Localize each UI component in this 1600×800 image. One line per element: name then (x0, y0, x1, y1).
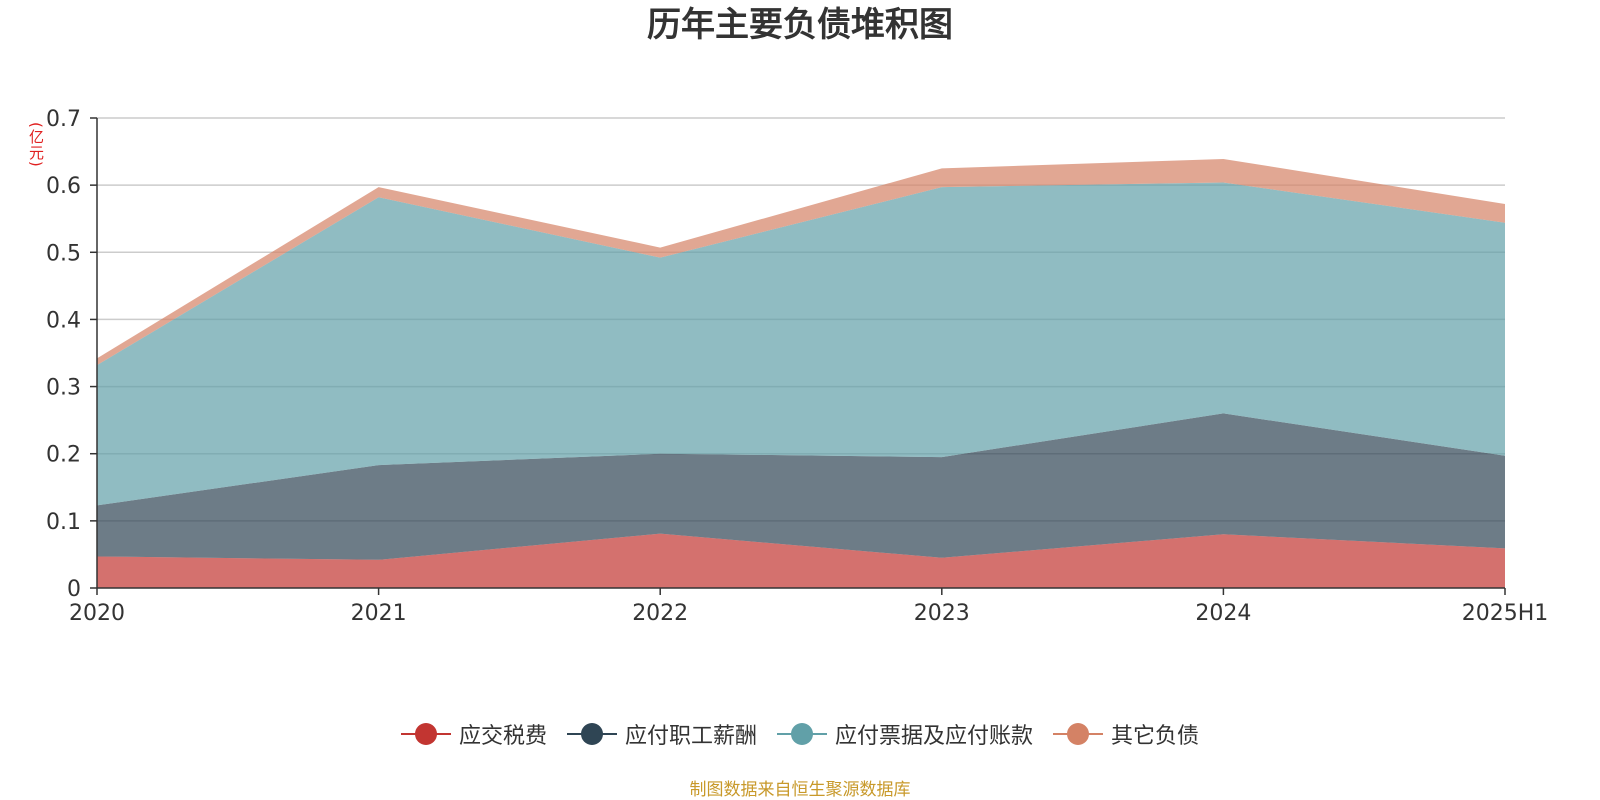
x-tick-label: 2025H1 (1462, 601, 1549, 626)
y-tick-label: 0 (67, 577, 81, 602)
x-tick-label: 2021 (351, 601, 407, 626)
legend-label: 其它负债 (1111, 724, 1200, 749)
tick-labels: 0 0.1 0.2 0.3 0.4 0.5 0.6 0.7 2020 2021 2022 2023 20… (46, 107, 1548, 626)
y-tick-label: 0.5 (46, 241, 81, 266)
legend-label: 应交税费 (458, 724, 547, 749)
chart-title: 历年主要负债堆积图 (647, 5, 953, 45)
y-tick-label: 0.7 (46, 107, 81, 132)
area-series-3 (97, 182, 1505, 506)
legend-label: 应付职工薪酬 (624, 724, 757, 749)
x-tick-label: 2024 (1195, 601, 1251, 626)
axes (90, 117, 1506, 595)
source-note: 制图数据来自恒生聚源数据库 (689, 780, 911, 800)
y-tick-label: 0.4 (46, 308, 81, 333)
legend-marker-icon (400, 722, 451, 746)
area-series-2 (97, 413, 1505, 560)
legend-item-4[interactable]: 其它负债 (1053, 718, 1199, 750)
legend-item-2[interactable]: 应付职工薪酬 (566, 718, 757, 750)
area-series-1 (97, 533, 1505, 588)
legend-marker-icon (1053, 722, 1104, 746)
legend-marker-icon (566, 722, 617, 746)
legend-marker-icon (777, 722, 827, 746)
y-tick-label: 0.1 (46, 510, 81, 535)
legend: 应交税费 应付职工薪酬 应付票据及应付账款 其它负债 (0, 718, 1600, 750)
y-axis-unit-label: (亿元) (27, 122, 45, 168)
x-tick-label: 2022 (632, 601, 688, 626)
y-tick-label: 0.3 (46, 376, 81, 401)
x-tick-label: 2023 (914, 601, 970, 626)
legend-item-3[interactable]: 应付票据及应付账款 (777, 718, 1033, 750)
area-series (97, 158, 1505, 588)
legend-label: 应付票据及应付账款 (835, 724, 1034, 749)
x-tick-label: 2020 (69, 601, 125, 626)
legend-item-1[interactable]: 应交税费 (400, 718, 547, 750)
y-tick-label: 0.2 (46, 443, 81, 468)
y-tick-label: 0.6 (46, 174, 81, 199)
area-series-4 (97, 158, 1505, 366)
